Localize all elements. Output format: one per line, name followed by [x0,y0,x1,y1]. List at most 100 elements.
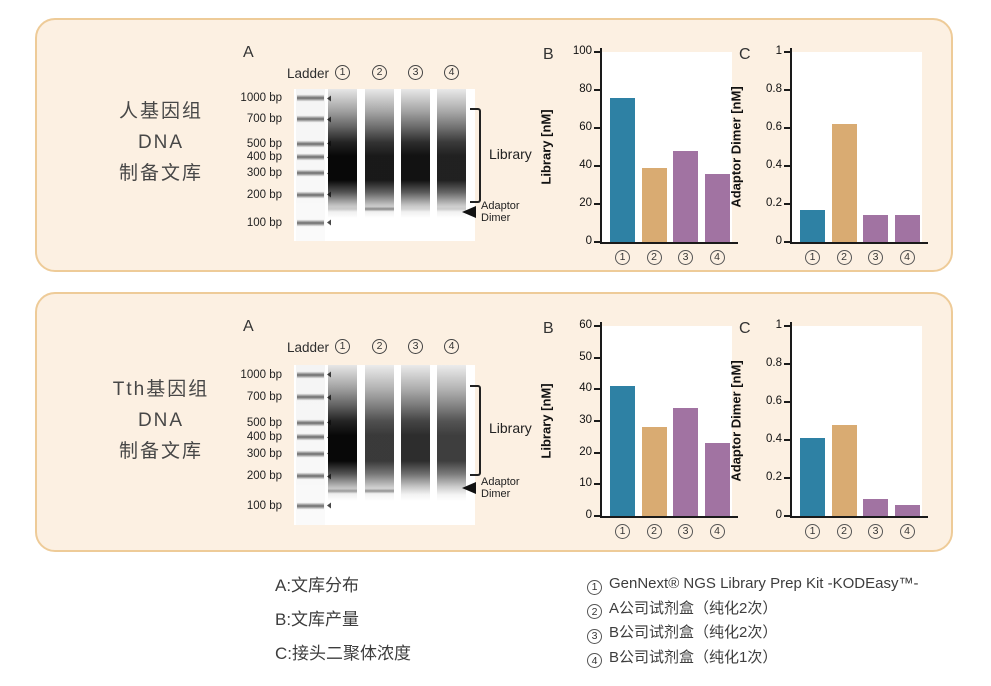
y-tick-mark [594,325,600,327]
y-tick-label: 80 [579,83,592,95]
y-tick-mark [784,477,790,479]
gel-ladder-label: Ladder [286,340,329,355]
y-tick-label: 10 [579,477,592,490]
chart-bar-3 [673,408,698,516]
chart-bar-4 [704,443,730,516]
y-tick-mark [594,51,600,53]
circled-number-icon: 3 [587,628,602,644]
y-tick-mark [784,363,790,365]
gel-ladder-band [297,419,324,427]
circled-number-icon: 4 [899,524,915,539]
gel-ladder-band [297,472,324,480]
gel-bp-label: 300 bp [246,447,282,460]
circled-number-icon: 4 [444,339,459,354]
gel-bp-label: 500 bp [246,416,282,429]
circled-number-icon: 1 [805,250,820,265]
chart-x-axis [600,242,738,244]
y-tick-mark [784,515,790,517]
y-tick-mark [784,51,790,53]
circled-number-icon: 3 [868,524,883,539]
y-axis-title: Adaptor Dimer [nM] [728,360,744,482]
gel-bp-label: 100 bp [246,216,282,229]
gel-sample-lane [401,89,430,241]
circled-number-icon: 2 [372,65,387,80]
gel-lane-numbers: 1 2 3 4 [294,65,475,83]
y-tick-label: 0.4 [766,159,782,171]
circled-number-icon: 3 [678,250,693,265]
section-a-label: A [243,44,254,61]
y-tick-mark [594,483,600,486]
chart-y-axis [790,48,792,244]
y-tick-label: 100 [572,45,592,57]
chart-bar-3 [863,498,888,516]
gel-sample-lane [365,89,394,241]
gel-bp-label: 300 bp [246,167,282,180]
panel-title-tth: Tth基因组 DNA 制备文库 [72,374,250,467]
y-axis-title: Library [nM] [538,383,554,459]
y-tick-label: 40 [579,382,592,395]
chart-y-axis [790,322,792,518]
y-tick-mark [784,241,790,243]
panel-title-line: DNA [137,410,185,431]
gel-ladder-lane [296,89,325,241]
gel-ladder-band [297,371,324,379]
circled-number-icon: 1 [335,65,350,80]
gel-ladder-label: Ladder [286,66,329,81]
gel-adaptor-dimer-band [328,488,357,494]
adaptor-dimer-label-line: Adaptor [481,200,520,212]
chart-bar-2 [831,124,857,242]
y-axis-title: Library [nM] [538,109,554,185]
legend-kit-text: A公司试剂盒（纯化2次） [609,599,778,617]
y-tick-label: 20 [579,197,592,209]
panel-title-line: 制备文库 [118,163,203,184]
circled-number-icon: 4 [709,524,725,539]
y-tick-label: 0 [775,509,782,521]
y-tick-mark [784,165,790,167]
gel-ladder-band [297,450,324,458]
chart-bar-4 [894,215,920,242]
circled-number-icon: 1 [615,524,630,539]
y-tick-label: 30 [579,414,592,426]
circled-number-icon: 4 [709,250,725,265]
gel-bp-label: 500 bp [246,137,282,150]
circled-number-icon: 2 [646,524,662,539]
y-tick-mark [594,127,600,129]
chart-bar-2 [641,167,667,242]
adaptor-dimer-arrow-icon [462,482,476,494]
gel-adaptor-dimer-band [365,206,394,212]
legend-kit-1: 1 GenNext® NGS Library Prep Kit -KODEasy™… [587,572,918,597]
chart-bar-1 [610,386,635,516]
legend-kit-text: GenNext® NGS Library Prep Kit -KODEasy™- [609,575,919,592]
adaptor-dimer-chart-tth: 0 0.2 0.4 0.6 0.8 1 Adaptor Dimer [nM] 1 2 3 4 [729,319,928,539]
gel-image-tth [294,365,475,525]
gel-sample-lane [365,365,394,525]
y-tick-mark [594,356,600,359]
circled-number-icon: 2 [587,604,602,620]
chart-bar-3 [863,215,888,242]
y-tick-mark [784,401,790,403]
adaptor-dimer-label-line: Dimer [481,211,511,224]
y-tick-label: 0 [585,509,592,521]
gel-adaptor-dimer-band [437,206,466,212]
chart-bar-4 [704,173,730,242]
library-yield-chart-tth: 0 10 20 30 40 50 60 Library [nM] 1 2 3 4 [539,319,738,539]
legend-kit-text: B公司试剂盒（纯化2次） [609,624,778,641]
panel-title-line: Tth基因组 [112,379,210,400]
gel-lane-numbers: 1 2 3 4 [294,339,475,357]
adaptor-dimer-arrow-icon [462,206,476,218]
gel-image-human [294,89,475,241]
gel-bp-label: 200 bp [246,470,282,483]
gel-sample-lane [437,89,466,241]
circled-number-icon: 2 [646,250,662,265]
circled-number-icon: 3 [408,339,423,354]
adaptor-dimer-label: Adaptor Dimer [481,200,520,224]
y-tick-label: 0.2 [766,471,782,483]
y-tick-mark [784,325,790,327]
gel-sample-lane [401,365,430,525]
chart-bar-1 [610,97,635,242]
legend-kit-4: 4 B公司试剂盒（纯化1次） [587,646,918,671]
gel-sample-lane [328,365,357,525]
y-tick-label: 1 [775,319,782,331]
chart-x-axis [790,516,928,518]
adaptor-dimer-label: Adaptor Dimer [481,476,520,500]
